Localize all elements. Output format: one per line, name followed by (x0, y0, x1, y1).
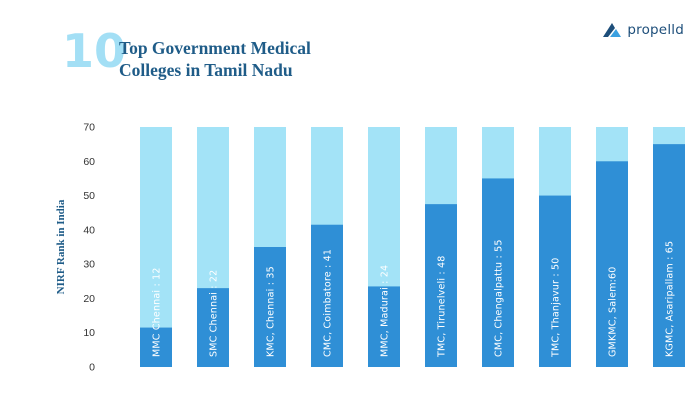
y-axis: 0 10 20 30 40 50 60 70 (83, 122, 95, 374)
bar-label: KMC, Chennai : 35 (266, 266, 277, 357)
bar-group: SMC Chennai : 22 (197, 127, 229, 367)
bar-label: GMKMC, Salem:60 (608, 266, 619, 357)
bar-label: CMC, Coimbatore : 41 (323, 249, 334, 357)
bar (140, 327, 172, 367)
bar-label: TMC, Thanjavur : 50 (551, 258, 562, 358)
bar (653, 144, 685, 367)
bar-group: KMC, Chennai : 35 (254, 127, 286, 367)
bar (425, 204, 457, 367)
y-tick-label: 50 (83, 190, 95, 202)
y-tick-label: 40 (83, 224, 95, 236)
y-tick-label: 60 (83, 156, 95, 168)
propelld-logo-icon (603, 23, 622, 37)
bar-label: TMC, Tirunelveli : 48 (437, 255, 448, 358)
bar (539, 195, 571, 367)
bar-group: MMC Chennai : 12 (140, 127, 172, 367)
bar-series: MMC Chennai : 12 SMC Chennai : 22 KMC, Che… (140, 127, 685, 367)
brand-name: propelld (627, 22, 684, 38)
header-number: 10 (62, 24, 127, 78)
bar-group: CMC, Coimbatore : 41 (311, 127, 343, 367)
bar (311, 224, 343, 367)
bar-group: TMC, Tirunelveli : 48 (425, 127, 457, 367)
bar-label: MMC, Madurai : 24 (380, 265, 391, 357)
title-line-2: Colleges in Tamil Nadu (119, 60, 293, 80)
y-tick-label: 10 (83, 327, 95, 339)
bar (197, 288, 229, 367)
bar-group: CMC, Chengalpattu : 55 (482, 127, 514, 367)
bar-track (140, 127, 172, 367)
bar (596, 161, 628, 367)
bar-group: GMKMC, Salem:60 (596, 127, 628, 367)
title-line-1: Top Government Medical (119, 38, 311, 58)
y-tick-label: 30 (83, 259, 95, 271)
y-tick-label: 20 (83, 293, 95, 305)
bar-label: MMC Chennai : 12 (152, 267, 163, 357)
brand-logo: propelld (603, 22, 684, 38)
bar-label: CMC, Chengalpattu : 55 (494, 239, 505, 357)
y-tick-label: 0 (89, 362, 95, 374)
bar-label: SMC Chennai : 22 (209, 270, 220, 357)
bar-group: TMC, Thanjavur : 50 (539, 127, 571, 367)
y-tick-label: 70 (83, 122, 95, 134)
bar (254, 247, 286, 367)
bar-label: KGMC, Asaripallam : 65 (665, 241, 676, 357)
bar (482, 178, 514, 367)
y-axis-label: NIRF Rank in India (55, 199, 67, 294)
page-title: Top Government Medical Colleges in Tamil… (119, 37, 311, 81)
bar-group: MMC, Madurai : 24 (368, 127, 400, 367)
bar-group: KGMC, Asaripallam : 65 (653, 127, 685, 367)
bar (368, 286, 400, 367)
